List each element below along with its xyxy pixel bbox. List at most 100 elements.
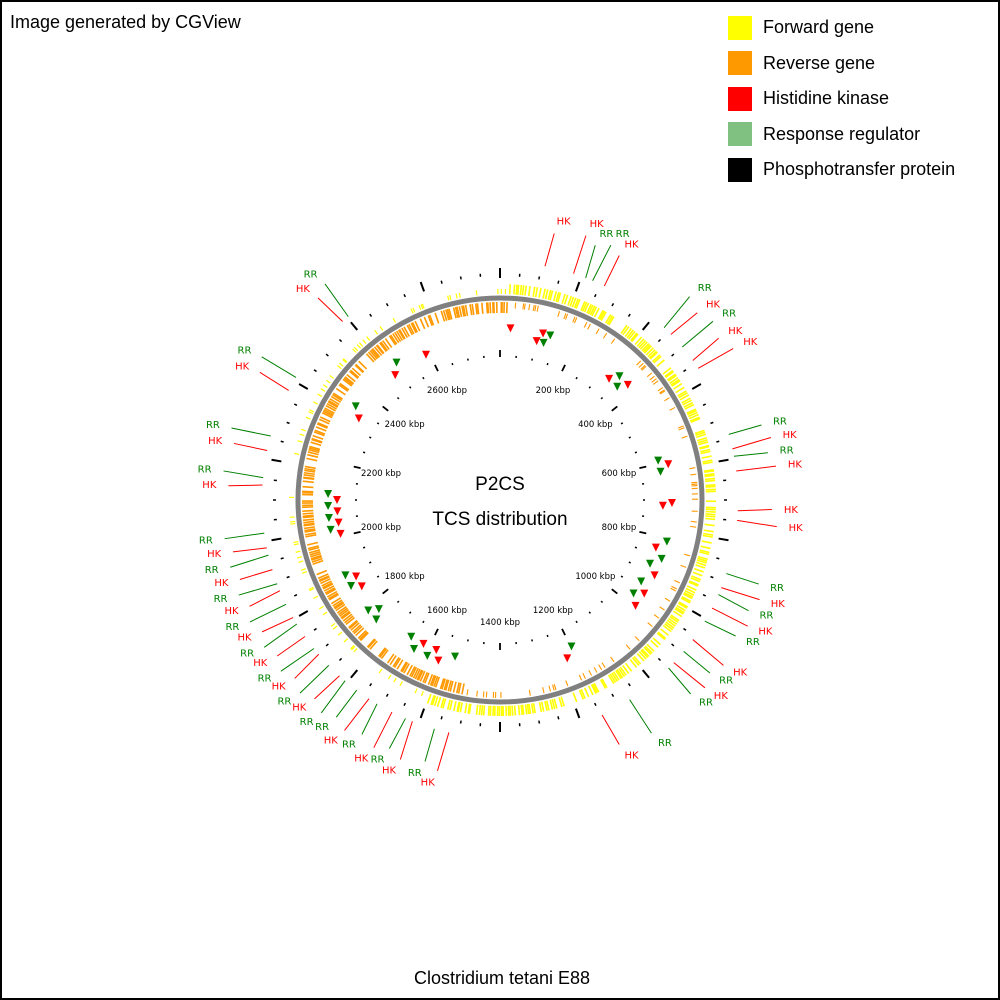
forward-gene-tick [337,631,343,636]
outer-minor-tick [671,643,675,647]
reverse-gene-tick [476,303,480,315]
reverse-gene-tick [489,302,492,314]
reverse-gene-tick [593,667,598,673]
forward-gene-tick [313,595,319,600]
rr-marker [451,652,460,661]
forward-gene-tick [511,705,514,716]
reverse-gene-tick [471,303,475,315]
rr-marker [351,402,360,411]
forward-gene-tick [671,380,681,387]
hk-callout-label: HK [253,658,268,669]
reverse-gene-tick [302,485,314,489]
outer-major-tick [419,281,426,292]
reverse-gene-tick [330,395,342,403]
forward-gene-tick [691,575,702,581]
rr-callout-line [592,244,612,281]
reverse-gene-tick [447,680,452,692]
forward-gene-tick [322,611,328,616]
inner-minor-tick [634,546,638,549]
hk-callout-line [261,617,294,633]
inner-minor-tick [600,396,604,400]
reverse-gene-tick [440,310,446,322]
forward-gene-tick [290,520,296,523]
reverse-gene-tick [343,377,354,386]
reverse-gene-tick [485,302,489,314]
outer-minor-tick [385,303,389,307]
forward-gene-tick [684,403,695,410]
hk-marker [667,499,676,508]
forward-gene-tick [449,700,453,711]
reverse-gene-tick [313,431,325,437]
reverse-gene-tick [304,529,316,533]
forward-gene-tick [699,551,710,556]
map-title-line1: P2CS [475,474,525,495]
reverse-gene-tick [370,348,380,359]
reverse-gene-tick [684,553,691,557]
hk-marker [333,496,341,504]
hk-callout-line [736,465,776,472]
reverse-gene-tick [303,526,316,530]
rr-marker [654,456,663,465]
outer-minor-tick [440,280,443,284]
reverse-gene-tick [339,382,350,391]
rr-callout-label: RR [240,649,254,660]
outer-minor-tick [683,627,687,631]
forward-gene-tick [591,683,598,694]
reverse-gene-tick [433,676,439,687]
inner-major-tick [611,588,618,595]
forward-gene-tick [670,378,680,386]
reverse-gene-tick [317,573,329,580]
outer-major-tick [298,383,309,390]
rr-callout-label: RR [214,594,228,605]
inner-minor-tick [628,436,631,439]
reverse-gene-tick [690,473,697,476]
hk-marker [336,529,345,538]
forward-gene-tick [342,358,347,364]
hk-marker [650,571,659,580]
forward-gene-tick [650,639,659,648]
tcs-marker-ring [324,324,676,665]
forward-gene-tick [678,391,688,399]
reverse-gene-tick [403,663,410,674]
hk-callout-label: HK [421,778,436,789]
forward-gene-tick [599,679,607,689]
forward-gene-tick [634,336,643,346]
reverse-gene-tick [342,613,353,622]
outer-minor-tick [627,683,631,687]
forward-gene-tick [446,699,451,710]
reverse-gene-tick [444,679,450,691]
forward-gene-tick [393,677,397,683]
rr-callout-label: RR [198,465,212,476]
reverse-gene-tick [434,312,440,324]
rr-callout-label: RR [746,637,760,648]
hk-callout-label: HK [728,326,743,337]
hk-marker [391,371,400,380]
forward-gene-tick [528,703,532,714]
hk-marker [605,374,614,383]
reverse-gene-tick [325,404,336,412]
inner-minor-tick [546,362,549,366]
forward-gene-tick [669,376,679,384]
forward-gene-tick [679,394,690,401]
reverse-gene-tick [659,390,666,395]
reverse-gene-tick [311,555,323,561]
outer-minor-tick [385,693,389,697]
forward-gene-tick [517,705,521,716]
kbp-axis-label: 2600 kbp [427,386,467,396]
forward-gene-tick [647,349,656,358]
forward-gene-tick [676,604,686,612]
hk-callout-line [737,519,777,528]
phosphotransfer-protein-swatch [728,157,752,182]
hk-callout-label: HK [624,750,639,761]
legend-item-histidine-kinase: Histidine kinase [728,81,955,117]
reverse-gene-tick [651,378,657,383]
hk-marker [333,507,342,516]
legend-label: Forward gene [763,17,875,38]
reverse-gene-tick [307,451,319,456]
reverse-gene-tick [523,303,526,310]
reverse-gene-tick [303,523,315,527]
hk-callout-line [697,348,734,369]
forward-gene-tick [308,586,314,590]
hk-callout-line [314,675,340,700]
reverse-gene-tick [397,329,405,340]
